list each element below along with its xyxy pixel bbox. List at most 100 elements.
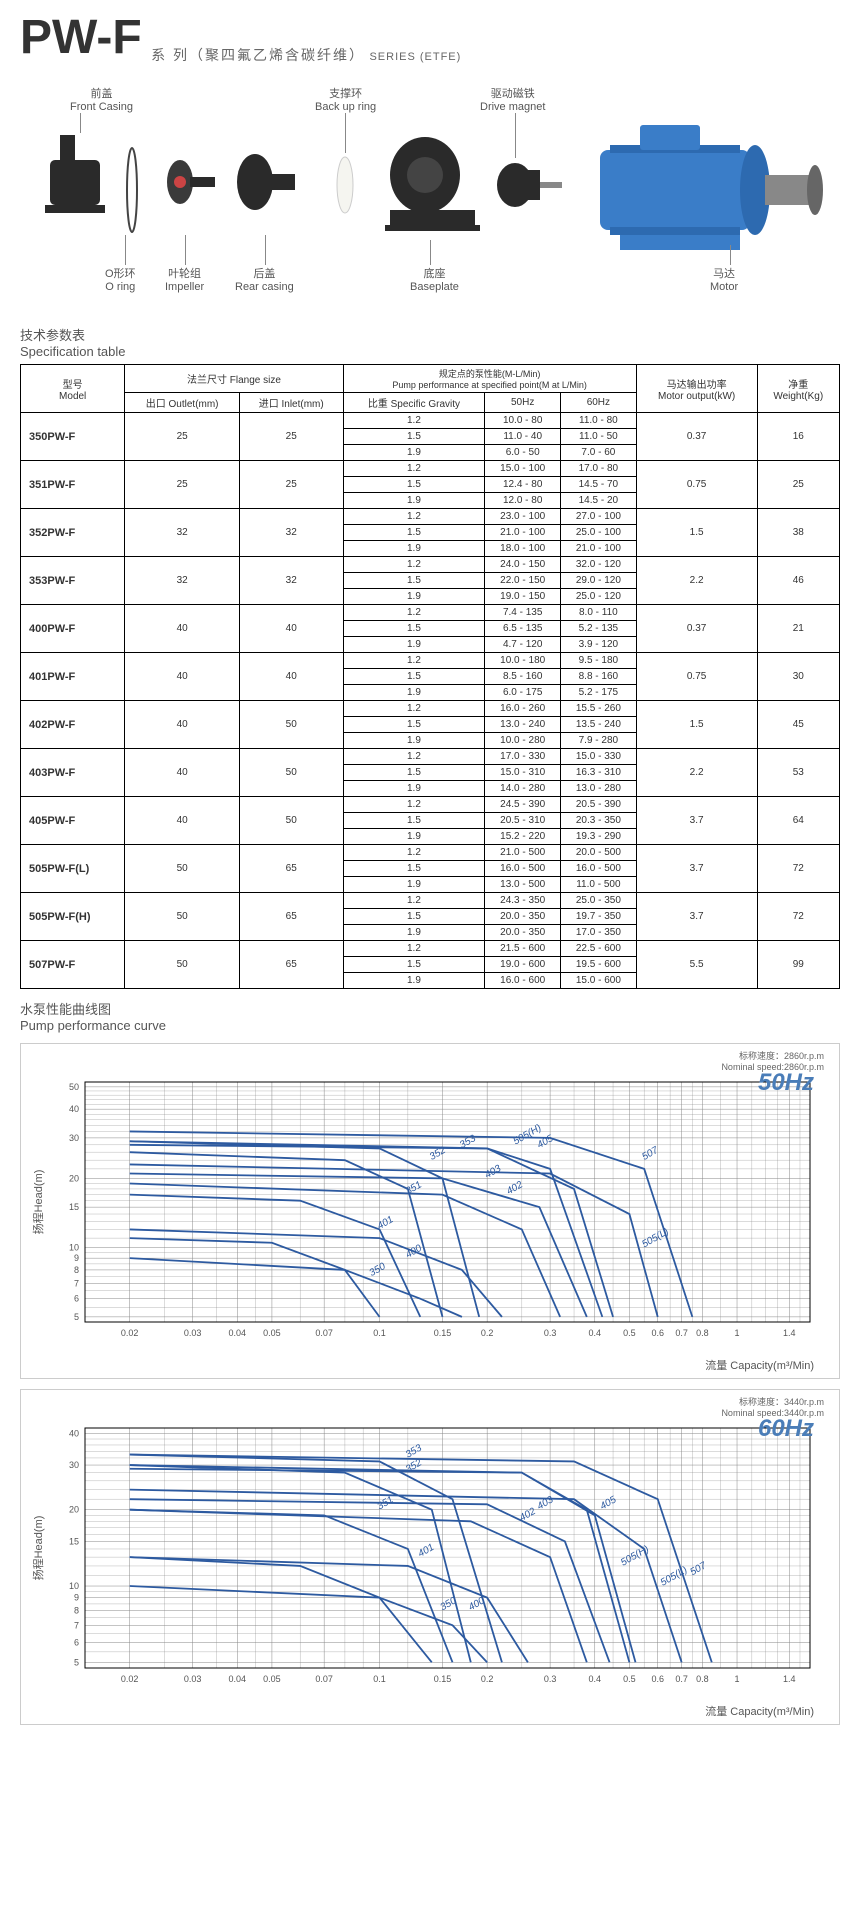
svg-text:15: 15 — [69, 1536, 79, 1546]
svg-text:40: 40 — [69, 1428, 79, 1438]
part-front-icon — [40, 125, 110, 230]
svg-text:5: 5 — [74, 1312, 79, 1322]
model-cell: 352PW-F — [21, 509, 125, 557]
svg-text:0.03: 0.03 — [184, 1328, 202, 1338]
svg-text:0.04: 0.04 — [229, 1328, 247, 1338]
part-impeller-icon — [165, 155, 220, 215]
spec-table: 型号Model法兰尺寸 Flange size规定点的泵性能(M-L/Min)P… — [20, 364, 840, 989]
x-axis-label: 流量 Capacity(m³/Min) — [26, 1703, 834, 1719]
chart-freq-label: 60Hz — [758, 1415, 814, 1443]
svg-text:20: 20 — [69, 1505, 79, 1515]
svg-text:0.7: 0.7 — [675, 1328, 688, 1338]
svg-text:0.8: 0.8 — [696, 1674, 709, 1684]
pump-curve-chart: 标称速度：3440r.p.mNominal speed:3440r.p.m60H… — [20, 1389, 840, 1725]
model-cell: 351PW-F — [21, 461, 125, 509]
svg-text:50: 50 — [69, 1082, 79, 1092]
svg-text:0.02: 0.02 — [121, 1674, 139, 1684]
svg-text:0.02: 0.02 — [121, 1328, 139, 1338]
svg-text:9: 9 — [74, 1253, 79, 1263]
svg-text:0.5: 0.5 — [623, 1674, 636, 1684]
product-title: PW-F — [20, 10, 142, 65]
svg-text:0.7: 0.7 — [675, 1674, 688, 1684]
svg-text:0.1: 0.1 — [373, 1328, 386, 1338]
model-cell: 405PW-F — [21, 797, 125, 845]
svg-text:0.3: 0.3 — [544, 1328, 557, 1338]
svg-text:0.5: 0.5 — [623, 1328, 636, 1338]
svg-text:9: 9 — [74, 1593, 79, 1603]
model-cell: 505PW-F(H) — [21, 893, 125, 941]
svg-text:0.4: 0.4 — [589, 1328, 602, 1338]
chart-note: 标称速度：3440r.p.mNominal speed:3440r.p.m — [26, 1395, 834, 1418]
svg-text:0.07: 0.07 — [315, 1674, 333, 1684]
curve-section-title: 水泵性能曲线图 Pump performance curve — [20, 999, 840, 1033]
svg-text:7: 7 — [74, 1278, 79, 1288]
svg-text:20: 20 — [69, 1173, 79, 1183]
svg-text:0.03: 0.03 — [184, 1674, 202, 1684]
part-label: O形环O ring — [105, 265, 136, 293]
model-cell: 350PW-F — [21, 413, 125, 461]
model-cell: 402PW-F — [21, 701, 125, 749]
subtitle-en: SERIES (ETFE) — [369, 51, 461, 63]
chart-note: 标称速度：2860r.p.mNominal speed:2860r.p.m — [26, 1049, 834, 1072]
svg-text:0.05: 0.05 — [263, 1674, 281, 1684]
part-label: 底座Baseplate — [410, 265, 459, 293]
model-cell: 505PW-F(L) — [21, 845, 125, 893]
svg-text:0.4: 0.4 — [589, 1674, 602, 1684]
svg-text:5: 5 — [74, 1657, 79, 1667]
part-magnet-icon — [495, 160, 565, 215]
svg-text:1.4: 1.4 — [783, 1674, 796, 1684]
subtitle-cn: 系 列（聚四氟乙烯含碳纤维） — [151, 47, 365, 63]
svg-text:1: 1 — [735, 1674, 740, 1684]
svg-text:0.2: 0.2 — [481, 1328, 494, 1338]
part-label: 马达Motor — [710, 265, 738, 293]
svg-text:0.6: 0.6 — [651, 1674, 664, 1684]
svg-text:6: 6 — [74, 1294, 79, 1304]
svg-text:1.4: 1.4 — [783, 1328, 796, 1338]
svg-text:1: 1 — [735, 1328, 740, 1338]
svg-text:6: 6 — [74, 1637, 79, 1647]
part-label: 驱动磁铁Drive magnet — [480, 85, 545, 113]
svg-text:15: 15 — [69, 1202, 79, 1212]
svg-text:0.07: 0.07 — [315, 1328, 333, 1338]
spec-section-title: 技术参数表 Specification table — [20, 325, 840, 359]
svg-text:扬程Head(m): 扬程Head(m) — [31, 1170, 45, 1235]
svg-text:8: 8 — [74, 1606, 79, 1616]
svg-text:8: 8 — [74, 1265, 79, 1275]
exploded-view: 前盖Front Casing O形环O ring 叶轮组Impeller 后盖Rear… — [20, 85, 840, 315]
svg-text:0.3: 0.3 — [544, 1674, 557, 1684]
model-cell: 353PW-F — [21, 557, 125, 605]
part-label: 后盖Rear casing — [235, 265, 294, 293]
part-oring-icon — [115, 145, 150, 240]
svg-text:505(L): 505(L) — [659, 1565, 690, 1589]
part-label: 前盖Front Casing — [70, 85, 133, 113]
svg-text:0.15: 0.15 — [434, 1674, 452, 1684]
svg-text:30: 30 — [69, 1460, 79, 1470]
part-label: 叶轮组Impeller — [165, 265, 204, 293]
part-label: 支撑环Back up ring — [315, 85, 376, 113]
svg-text:405: 405 — [535, 1133, 555, 1151]
model-cell: 400PW-F — [21, 605, 125, 653]
svg-text:0.1: 0.1 — [373, 1674, 386, 1684]
svg-text:0.6: 0.6 — [651, 1328, 664, 1338]
svg-text:0.15: 0.15 — [434, 1328, 452, 1338]
svg-text:30: 30 — [69, 1133, 79, 1143]
svg-text:0.8: 0.8 — [696, 1328, 709, 1338]
svg-text:0.2: 0.2 — [481, 1674, 494, 1684]
chart-freq-label: 50Hz — [758, 1069, 814, 1097]
svg-text:10: 10 — [69, 1243, 79, 1253]
part-motor-icon — [580, 120, 830, 265]
svg-text:40: 40 — [69, 1104, 79, 1114]
part-rear-icon — [235, 150, 300, 220]
svg-text:7: 7 — [74, 1620, 79, 1630]
model-cell: 401PW-F — [21, 653, 125, 701]
svg-text:扬程Head(m): 扬程Head(m) — [31, 1516, 45, 1581]
pump-curve-chart: 标称速度：2860r.p.mNominal speed:2860r.p.m50H… — [20, 1043, 840, 1379]
x-axis-label: 流量 Capacity(m³/Min) — [26, 1357, 834, 1373]
svg-text:10: 10 — [69, 1581, 79, 1591]
svg-text:0.04: 0.04 — [229, 1674, 247, 1684]
model-cell: 507PW-F — [21, 941, 125, 989]
part-backup-icon — [325, 155, 365, 220]
part-base-icon — [380, 135, 485, 245]
svg-text:0.05: 0.05 — [263, 1328, 281, 1338]
model-cell: 403PW-F — [21, 749, 125, 797]
